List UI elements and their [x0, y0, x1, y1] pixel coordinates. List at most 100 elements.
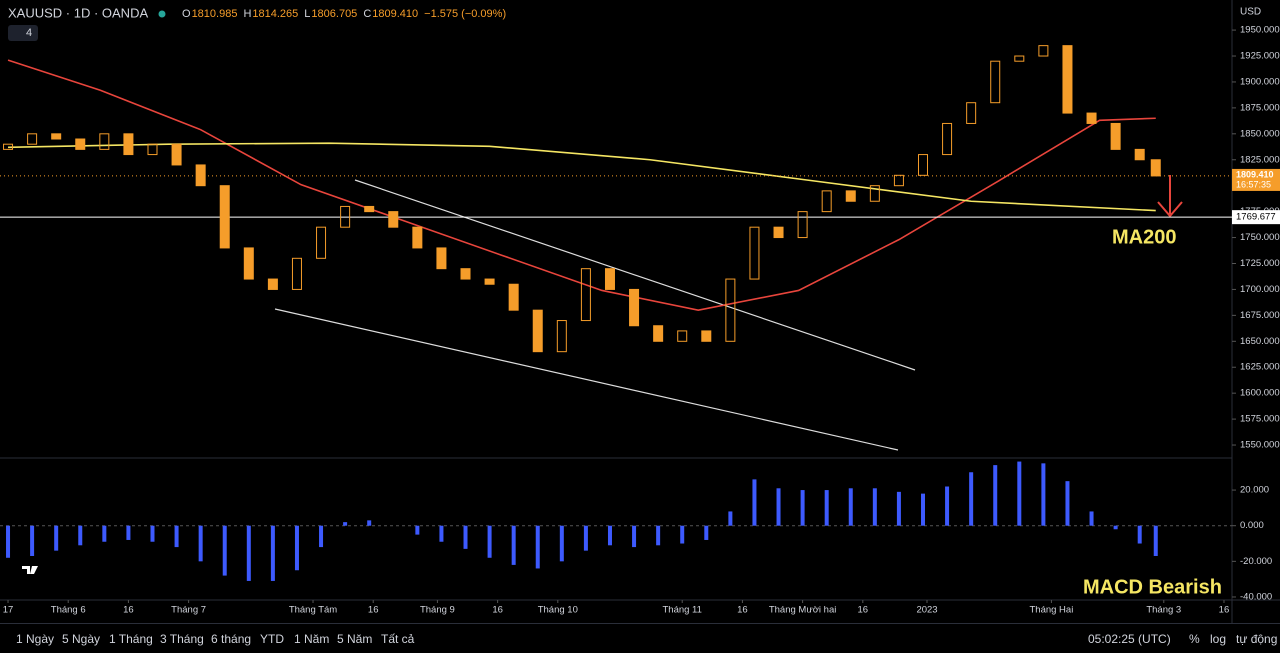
candle-body	[990, 60, 1001, 104]
toolbar-button[interactable]: 1 Năm	[294, 632, 330, 646]
macd-bar	[1137, 525, 1142, 544]
x-tick-label: Tháng 11	[662, 605, 701, 616]
macd-bar	[174, 525, 179, 548]
toolbar-button[interactable]: tự động	[1236, 632, 1278, 646]
toolbar-button[interactable]: 1 Ngày	[16, 632, 55, 646]
candle-body	[484, 278, 495, 285]
level-label: 1769.677	[1236, 212, 1276, 223]
macd-bar	[559, 525, 564, 562]
toolbar-button[interactable]: 6 tháng	[211, 632, 252, 646]
macd-bar	[704, 525, 709, 540]
y-tick-label: 1575.000	[1240, 414, 1280, 425]
ohlc-key: O	[182, 8, 191, 20]
candle-body	[580, 268, 591, 322]
x-tick-label: Tháng 6	[51, 605, 86, 616]
y-tick-label: 1875.000	[1240, 102, 1280, 113]
macd-bar	[487, 525, 492, 558]
candle-body	[364, 205, 375, 213]
x-tick-label: Tháng Mười hai	[769, 605, 837, 616]
countdown: 16:57:35	[1236, 179, 1271, 189]
candle-body	[316, 226, 327, 259]
macd-tick-label: -20.000	[1240, 556, 1272, 567]
candle-body	[460, 268, 471, 280]
y-tick-label: 1900.000	[1240, 76, 1280, 87]
candle-body	[1038, 45, 1049, 57]
x-tick-label: 16	[737, 605, 748, 616]
macd-bar	[969, 472, 974, 526]
y-tick-label: 1725.000	[1240, 258, 1280, 269]
toolbar-button[interactable]: 5 Năm	[337, 632, 373, 646]
x-tick-label: 16	[368, 605, 379, 616]
macd-bar	[367, 520, 372, 526]
macd-bar	[319, 525, 324, 548]
macd-bar	[535, 525, 540, 569]
macd-bar	[294, 525, 299, 571]
currency: USD	[1240, 7, 1261, 18]
macd-tick-label: 0.000	[1240, 520, 1264, 531]
indicator-count: 4	[26, 27, 32, 39]
macd-bar	[1065, 481, 1070, 526]
toolbar-button[interactable]: 5 Ngày	[62, 632, 101, 646]
macd-bar	[1113, 525, 1118, 530]
y-tick-label: 1850.000	[1240, 128, 1280, 139]
candle-body	[123, 133, 134, 156]
candle-body	[869, 185, 880, 202]
last-price-label: 1809.410	[1236, 169, 1274, 179]
candle-body	[653, 325, 664, 342]
macd-bar	[656, 525, 661, 546]
indicator-toggle[interactable]	[8, 25, 38, 41]
candle-body	[797, 211, 808, 239]
toolbar-button[interactable]: 3 Tháng	[160, 632, 204, 646]
candle-body	[701, 330, 712, 342]
macd-bar	[6, 525, 11, 558]
x-tick-label: Tháng 3	[1146, 605, 1181, 616]
ma-line	[7, 59, 1156, 311]
macd-bar	[126, 525, 131, 540]
macd-bar	[848, 488, 853, 526]
macd-bar	[800, 490, 805, 526]
macd-bar	[632, 525, 637, 548]
x-tick-label: 16	[1219, 605, 1230, 616]
macd-bar	[30, 525, 35, 556]
trend-line	[354, 179, 916, 371]
candle-body	[291, 257, 302, 290]
x-tick-label: 16	[492, 605, 503, 616]
macd-bar	[1089, 511, 1094, 526]
candle-body	[821, 190, 832, 213]
x-tick-label: 17	[3, 605, 14, 616]
toolbar-button[interactable]: YTD	[260, 632, 284, 646]
macd-bar	[993, 465, 998, 526]
toolbar-button[interactable]: log	[1210, 632, 1227, 646]
candle-body	[99, 133, 110, 150]
y-tick-label: 1675.000	[1240, 310, 1280, 321]
candle-body	[1150, 159, 1161, 177]
toolbar-button[interactable]: Tất cả	[381, 632, 415, 646]
toolbar-button[interactable]: 1 Tháng	[109, 632, 153, 646]
candle-body	[147, 143, 158, 156]
macd-bar	[752, 479, 757, 526]
macd-bar	[222, 525, 227, 576]
candle-body	[27, 133, 38, 145]
candle-body	[171, 143, 182, 166]
candle-body	[942, 122, 953, 156]
ohlc-value: 1809.410	[372, 8, 418, 20]
x-tick-label: Tháng Tám	[289, 605, 337, 616]
toolbar-button[interactable]: %	[1189, 632, 1200, 646]
macd-bar	[415, 525, 420, 535]
candle-body	[677, 330, 688, 342]
macd-bar	[102, 525, 107, 542]
y-tick-label: 1925.000	[1240, 51, 1280, 62]
change: −1.575 (−0.09%)	[424, 8, 506, 20]
macd-bar	[945, 486, 950, 526]
macd-bar	[728, 511, 733, 526]
y-tick-label: 1825.000	[1240, 154, 1280, 165]
level-box	[1232, 210, 1280, 225]
candle-body	[508, 283, 519, 311]
macd-bar	[198, 525, 203, 562]
macd-bar	[1041, 463, 1046, 526]
macd-bar	[824, 490, 829, 526]
y-tick-label: 1600.000	[1240, 388, 1280, 399]
candle-body	[412, 226, 423, 249]
macd-bar	[920, 493, 925, 526]
candle-body	[51, 133, 62, 140]
